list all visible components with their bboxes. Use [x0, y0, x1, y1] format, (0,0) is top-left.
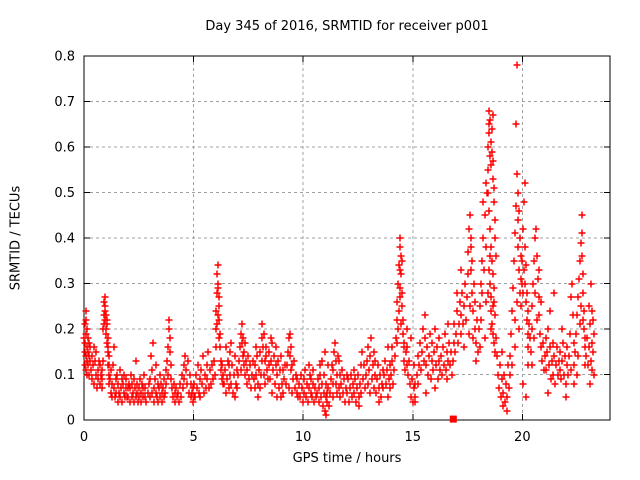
y-tick-label: 0: [67, 414, 75, 429]
y-tick-label: 0.8: [54, 50, 75, 65]
chart-title: Day 345 of 2016, SRMTID for receiver p00…: [205, 19, 489, 34]
y-axis-label: SRMTID / TECUs: [8, 185, 24, 291]
x-tick-label: 5: [189, 430, 197, 445]
square-point-event-marker: [449, 415, 457, 423]
y-tick-label: 0.5: [54, 186, 75, 201]
y-tick-label: 0.1: [54, 368, 75, 383]
scatter-points-srmtid-points: [80, 61, 598, 419]
y-tick-label: 0.7: [54, 95, 75, 110]
y-tick-label: 0.4: [54, 232, 75, 247]
x-tick-label: 0: [80, 430, 88, 445]
x-axis-label: GPS time / hours: [292, 451, 402, 466]
y-tick-label: 0.6: [54, 141, 75, 156]
x-tick-label: 15: [404, 430, 421, 445]
y-tick-label: 0.3: [54, 277, 75, 292]
y-tick-label: 0.2: [54, 323, 75, 338]
x-tick-label: 20: [514, 430, 531, 445]
x-tick-label: 10: [295, 430, 312, 445]
